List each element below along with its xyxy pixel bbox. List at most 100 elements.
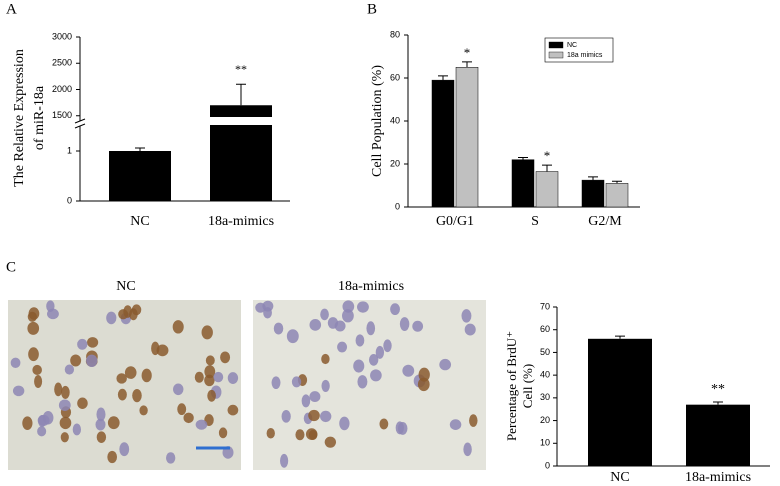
cell [295, 429, 305, 441]
y-tick-label: 20 [390, 158, 400, 168]
cell [77, 397, 88, 409]
cell [255, 302, 266, 313]
y-tick-label: 0 [67, 195, 72, 205]
cell [449, 419, 462, 430]
cell [366, 321, 376, 336]
y-tick-label: 2000 [52, 84, 72, 94]
micrograph-label: 18a-mimics [338, 279, 404, 294]
y-tick-label: 80 [390, 29, 400, 39]
cell [205, 355, 215, 366]
cell [119, 442, 130, 457]
bar-break [209, 117, 273, 125]
legend-label: 18a mimics [567, 52, 603, 59]
cell [77, 338, 88, 350]
cell [309, 391, 321, 402]
cell [12, 385, 25, 397]
legend-swatch [548, 41, 564, 49]
cell [308, 409, 320, 422]
cell [34, 375, 43, 389]
cell [117, 388, 127, 401]
panel-label: A [6, 1, 17, 17]
cell [357, 375, 368, 389]
cell [418, 367, 430, 382]
cell [395, 421, 404, 435]
cell [370, 369, 382, 382]
cell [390, 303, 400, 316]
cell [342, 309, 354, 323]
bar [588, 338, 652, 466]
cell [106, 311, 117, 325]
x-tick-label: 18a-mimics [208, 214, 274, 229]
cell [469, 414, 478, 427]
legend-label: NC [567, 42, 577, 49]
cell [107, 450, 118, 464]
axis-break [74, 118, 86, 124]
cell [308, 429, 318, 440]
cell [321, 379, 330, 392]
y-axis-label: The Relative Expression [12, 49, 27, 187]
cell [412, 320, 424, 332]
y-tick-label: 40 [390, 115, 400, 125]
cell [309, 319, 322, 331]
cell [116, 373, 127, 384]
error-bar [542, 164, 552, 172]
cell [375, 345, 385, 359]
x-tick-label: NC [130, 214, 149, 229]
cell [183, 412, 194, 424]
cell [132, 388, 142, 403]
cell [324, 436, 337, 448]
cell [337, 341, 348, 353]
y-tick-label: 70 [540, 301, 550, 311]
significance: ** [711, 382, 725, 397]
cell [280, 453, 289, 468]
bar [455, 67, 479, 208]
cell [227, 404, 239, 416]
cell [464, 323, 476, 336]
cell [141, 368, 152, 383]
cell [218, 427, 228, 439]
y-tick-label: 2500 [52, 58, 72, 68]
cell [291, 376, 302, 388]
cell [124, 366, 137, 379]
error-bar [612, 180, 622, 184]
cell [10, 357, 21, 369]
cell [213, 371, 224, 383]
error-bar [713, 401, 723, 405]
bar [535, 171, 559, 208]
cell [204, 365, 216, 379]
cell [28, 347, 39, 362]
cell [286, 329, 299, 344]
bar [109, 151, 171, 201]
cell [37, 426, 47, 437]
cell [271, 376, 281, 390]
bar [605, 183, 629, 208]
cell [281, 410, 291, 423]
y-axis-label: Percentage of BrdU⁺ [504, 331, 519, 441]
legend-swatch [548, 51, 564, 59]
cell [342, 300, 355, 313]
cell [383, 339, 392, 353]
x-tick-label: 18a-mimics [685, 470, 751, 485]
y-tick-label: 1 [67, 145, 72, 155]
cell [87, 337, 99, 348]
cell [156, 344, 169, 357]
y-tick-label: 30 [540, 392, 550, 402]
bar [511, 159, 535, 208]
micrograph [8, 300, 241, 470]
y-axis-label: Cell Population (%) [370, 65, 385, 177]
cell [334, 320, 346, 332]
cell [320, 308, 329, 321]
cell [58, 399, 71, 411]
cell [399, 317, 410, 332]
cell [355, 334, 365, 347]
cell [339, 416, 350, 431]
cell [172, 320, 184, 334]
cell [417, 377, 430, 392]
cell [96, 407, 106, 422]
cell [173, 383, 184, 396]
error-bar [462, 61, 472, 68]
bar [581, 179, 605, 208]
cell [70, 354, 82, 367]
x-tick-label: G0/G1 [436, 214, 474, 229]
